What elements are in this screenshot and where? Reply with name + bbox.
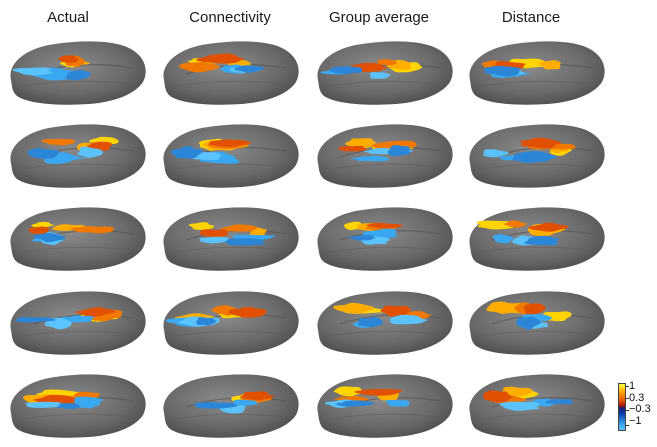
brain-render-distance-row-2 [462,117,612,197]
brain-render-actual-row-3 [3,200,153,280]
brain-render-connectivity-row-4 [156,284,306,364]
brain-render-group-average-row-5 [310,367,460,447]
brain-render-actual-row-1 [3,34,153,114]
brain-render-grid [3,34,612,438]
brain-render-distance-row-1 [462,34,612,114]
brain-render-actual-row-4 [3,284,153,364]
brain-render-distance-row-4 [462,284,612,364]
brain-render-actual-row-2 [3,117,153,197]
brain-render-connectivity-row-2 [156,117,306,197]
brain-render-distance-row-5 [462,367,612,447]
header-connectivity: Connectivity [189,9,271,26]
brain-render-group-average-row-1 [310,34,460,114]
header-group-average: Group average [328,9,430,26]
brain-render-connectivity-row-3 [156,200,306,280]
brain-render-group-average-row-4 [310,284,460,364]
colorbar-gradient [618,383,626,431]
brain-render-group-average-row-3 [310,200,460,280]
header-actual: Actual [47,9,89,26]
brain-render-group-average-row-2 [310,117,460,197]
colorbar: 1 0.3 −0.3 −1 [618,380,656,431]
brain-render-connectivity-row-1 [156,34,306,114]
brain-render-distance-row-3 [462,200,612,280]
brain-render-actual-row-5 [3,367,153,447]
header-distance: Distance [501,9,561,26]
brain-render-connectivity-row-5 [156,367,306,447]
colorbar-label-neg-1: −1 [629,415,642,427]
colorbar-label-neg-0-3: −0.3 [629,403,651,415]
colorbar-label-1: 1 [629,380,636,392]
colorbar-label-0-3: 0.3 [629,392,645,404]
